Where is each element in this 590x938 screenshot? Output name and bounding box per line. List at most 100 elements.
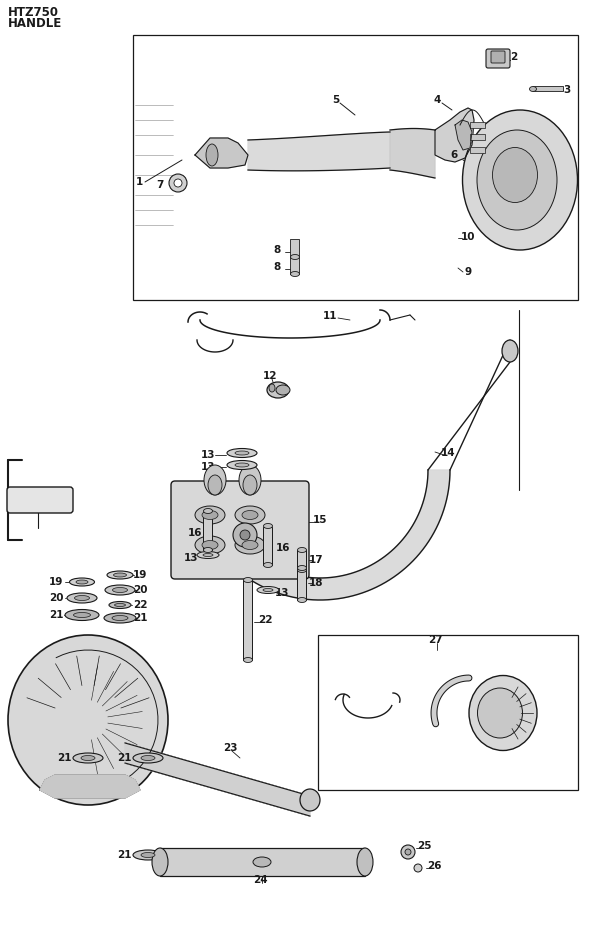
- Text: 13: 13: [201, 462, 215, 472]
- Circle shape: [240, 530, 250, 540]
- Text: 13: 13: [183, 553, 198, 563]
- Ellipse shape: [242, 540, 258, 550]
- Ellipse shape: [235, 463, 249, 467]
- Polygon shape: [195, 138, 248, 168]
- Bar: [470, 122, 485, 128]
- Text: 23: 23: [223, 743, 237, 753]
- Text: 10: 10: [461, 232, 476, 242]
- Text: 12: 12: [263, 371, 277, 381]
- Ellipse shape: [502, 340, 518, 362]
- Ellipse shape: [290, 271, 300, 277]
- Ellipse shape: [202, 510, 218, 520]
- Bar: [243, 580, 252, 660]
- Ellipse shape: [105, 585, 135, 595]
- Ellipse shape: [235, 536, 265, 554]
- Text: 21: 21: [57, 753, 71, 763]
- Bar: [470, 134, 485, 140]
- Text: 8: 8: [273, 245, 281, 255]
- Ellipse shape: [195, 536, 225, 554]
- Ellipse shape: [204, 465, 226, 495]
- Text: 13: 13: [275, 588, 289, 598]
- Text: 13: 13: [201, 450, 215, 460]
- Text: 8: 8: [273, 262, 281, 272]
- FancyBboxPatch shape: [7, 487, 73, 513]
- Text: 11: 11: [323, 311, 337, 321]
- Bar: [290, 239, 299, 257]
- Bar: [297, 550, 306, 570]
- Ellipse shape: [235, 506, 265, 524]
- Circle shape: [169, 174, 187, 192]
- Ellipse shape: [113, 587, 127, 593]
- Ellipse shape: [253, 857, 271, 867]
- Text: 19: 19: [133, 570, 147, 580]
- Ellipse shape: [529, 86, 536, 92]
- Ellipse shape: [269, 384, 275, 392]
- FancyBboxPatch shape: [171, 481, 309, 579]
- Ellipse shape: [235, 451, 249, 455]
- Text: 21: 21: [133, 613, 148, 623]
- Ellipse shape: [74, 596, 90, 600]
- Text: 25: 25: [417, 841, 431, 851]
- Ellipse shape: [202, 540, 218, 550]
- Text: 14: 14: [441, 448, 455, 458]
- Ellipse shape: [469, 675, 537, 750]
- Text: 20: 20: [49, 593, 63, 603]
- Bar: [533, 86, 563, 91]
- Ellipse shape: [477, 688, 523, 738]
- Text: 4: 4: [433, 95, 441, 105]
- Ellipse shape: [263, 588, 273, 592]
- Ellipse shape: [8, 635, 168, 805]
- Ellipse shape: [112, 615, 128, 621]
- Text: 1: 1: [136, 177, 143, 187]
- Text: 16: 16: [188, 528, 202, 538]
- Text: 2: 2: [510, 52, 517, 62]
- Ellipse shape: [206, 144, 218, 166]
- Text: 9: 9: [464, 267, 471, 277]
- Ellipse shape: [300, 789, 320, 811]
- Text: 7: 7: [156, 180, 163, 190]
- Polygon shape: [204, 470, 450, 600]
- Text: 19: 19: [49, 577, 63, 587]
- Ellipse shape: [227, 448, 257, 458]
- Ellipse shape: [493, 147, 537, 203]
- Ellipse shape: [109, 601, 131, 609]
- Ellipse shape: [81, 755, 95, 761]
- Bar: [263, 527, 272, 565]
- Ellipse shape: [257, 586, 279, 594]
- Text: 21: 21: [117, 850, 131, 860]
- Ellipse shape: [195, 506, 225, 524]
- Bar: [318, 635, 578, 790]
- Ellipse shape: [113, 573, 126, 577]
- Polygon shape: [435, 108, 474, 162]
- Ellipse shape: [76, 580, 88, 584]
- Ellipse shape: [104, 613, 136, 623]
- Ellipse shape: [73, 753, 103, 763]
- Polygon shape: [248, 132, 390, 171]
- Text: 27: 27: [428, 635, 442, 645]
- Text: 24: 24: [253, 875, 267, 885]
- Polygon shape: [390, 129, 435, 178]
- Polygon shape: [125, 743, 310, 816]
- Ellipse shape: [65, 610, 99, 621]
- Text: 15: 15: [313, 515, 327, 525]
- Bar: [133, 35, 578, 300]
- Circle shape: [233, 523, 257, 547]
- Text: 3: 3: [563, 85, 571, 95]
- FancyBboxPatch shape: [486, 49, 510, 68]
- FancyBboxPatch shape: [491, 51, 505, 63]
- Text: 21: 21: [49, 610, 63, 620]
- Ellipse shape: [114, 603, 126, 607]
- Text: 28: 28: [33, 494, 47, 504]
- Bar: [290, 256, 299, 274]
- Ellipse shape: [463, 110, 578, 250]
- Ellipse shape: [477, 130, 557, 230]
- Bar: [203, 512, 212, 550]
- Ellipse shape: [133, 850, 163, 860]
- Ellipse shape: [74, 613, 90, 617]
- Text: 22: 22: [133, 600, 148, 610]
- Text: 20: 20: [133, 585, 148, 595]
- Ellipse shape: [401, 845, 415, 859]
- Ellipse shape: [141, 755, 155, 761]
- Ellipse shape: [107, 571, 133, 579]
- Ellipse shape: [297, 548, 306, 552]
